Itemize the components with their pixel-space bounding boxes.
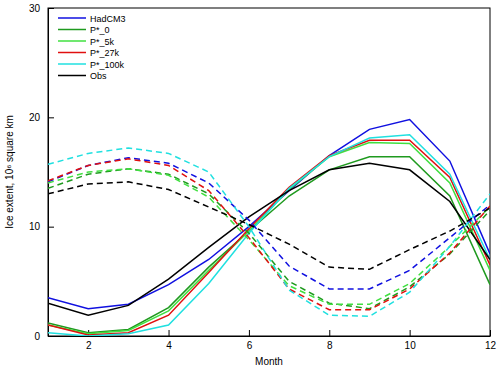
plot: 2 4 6 8 10 12 0 10 20 30 HadCM3P*_0 P*_5kP*_27k P*_1… [29,3,497,351]
x-tick-label: 6 [247,340,253,351]
x-axis-title: Month [255,356,283,367]
x-tick-label: 12 [485,340,497,351]
series-line [48,140,490,335]
y-tick-mark [48,227,54,228]
series-group [48,120,490,336]
plot-frame [48,8,490,336]
y-axis-line [48,9,49,337]
x-axis-line [49,336,491,337]
y-tick-label: 10 [29,221,41,232]
series-line [48,169,490,305]
x-tick-label: 2 [86,340,92,351]
x-tick-mark [490,330,491,336]
legend-swatch [58,40,86,42]
y-tick-label: 0 [34,331,40,342]
x-tick: 8 [327,330,333,351]
legend-swatch [58,17,86,19]
x-tick-mark [249,330,250,336]
series-line [48,163,490,315]
y-tick-mark [48,336,54,337]
y-tick-label: 30 [29,3,41,14]
series-line [48,157,490,333]
legend-swatch [58,75,86,77]
y-axis: 0 10 20 30 [29,3,54,342]
y-tick-label: 20 [29,112,41,123]
x-tick-label: 8 [327,340,333,351]
chart: 2 4 6 8 10 12 0 10 20 30 HadCM3P*_0 P*_5kP*_27k P*_1… [0,0,503,369]
series-line [48,158,490,289]
x-tick: 10 [405,330,417,351]
x-tick-label: 10 [405,340,417,351]
legend-swatch [58,63,86,65]
x-tick-label: 4 [166,340,172,351]
y-axis-title: Ice extent, 10⁶ square km [4,115,15,229]
x-tick-mark [169,330,170,336]
y-tick: 30 [29,3,54,14]
y-tick: 10 [29,221,54,232]
x-tick: 6 [247,330,253,351]
y-tick-mark [48,8,54,9]
series-line [48,182,490,269]
series-line [48,159,490,310]
series-line [48,135,490,336]
legend-label: P*_100k [90,60,125,70]
legend-label: P*_27k [90,48,120,58]
legend-swatch [58,52,86,54]
legend-label: P*_0 [90,25,110,35]
y-tick-mark [48,117,54,118]
series-line [48,169,490,309]
legend-label: HadCM3 [90,14,126,24]
x-tick: 4 [166,330,172,351]
legend-label: P*_5k [90,37,115,47]
x-tick: 12 [485,330,497,351]
x-tick-mark [329,330,330,336]
series-line [48,148,490,316]
series-line [48,142,490,333]
legend: HadCM3P*_0 P*_5kP*_27k P*_100kObs [58,14,126,82]
x-tick-mark [410,330,411,336]
legend-label: Obs [90,71,107,81]
legend-swatch [58,29,86,31]
y-tick: 20 [29,112,54,123]
